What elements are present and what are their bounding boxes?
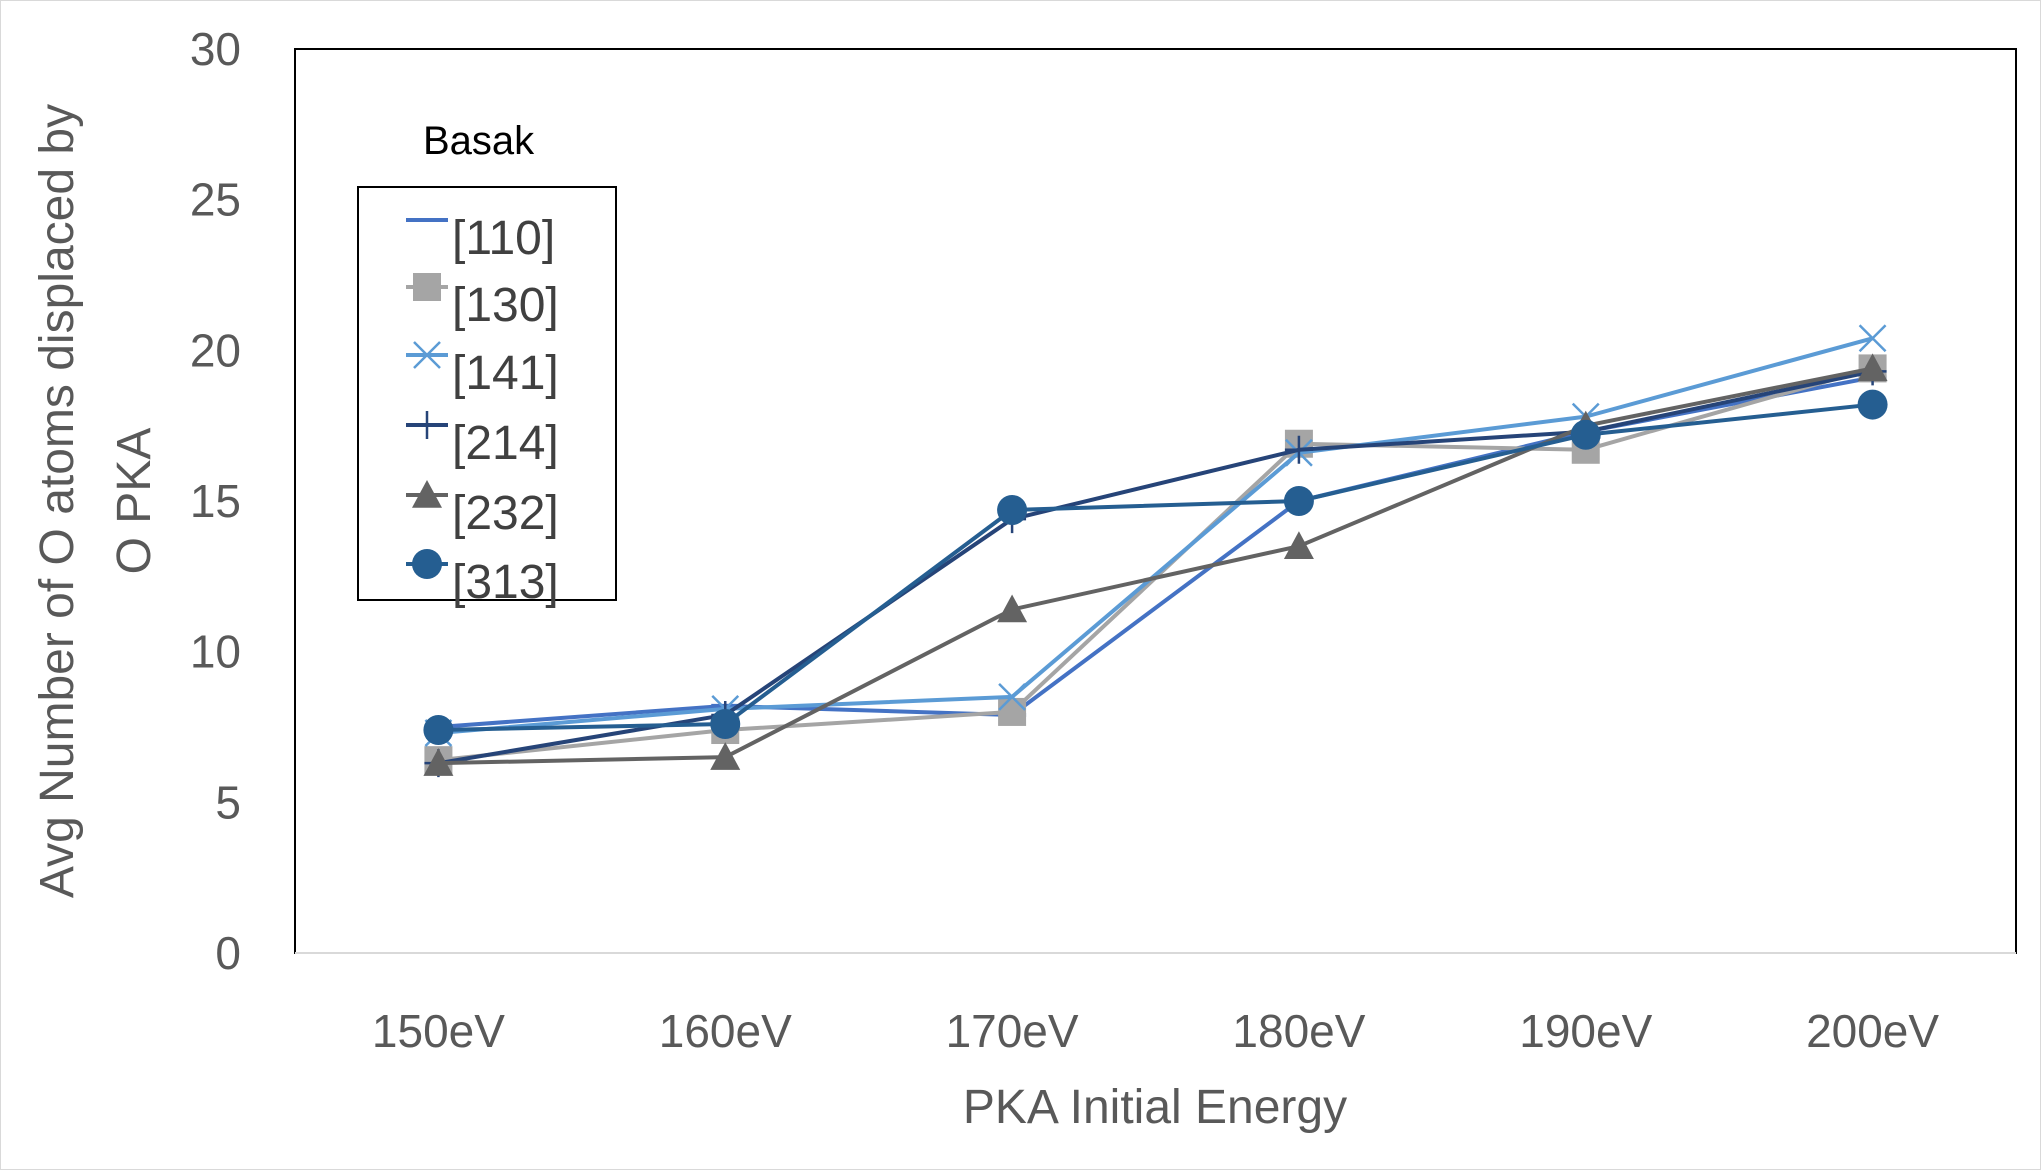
legend-label: [141] <box>452 347 559 400</box>
legend-item: [130] <box>406 273 559 332</box>
series-232 <box>423 353 1888 776</box>
x-tick-label: 200eV <box>1806 1005 1939 1057</box>
y-tick-label: 10 <box>190 626 241 678</box>
legend: [110] [130] [141] [214] [232] [313] <box>406 212 559 609</box>
data-point-marker <box>423 715 454 746</box>
y-tick-label: 0 <box>215 927 241 979</box>
x-tick-label: 160eV <box>659 1005 792 1057</box>
legend-marker <box>413 341 441 369</box>
data-point-marker <box>998 682 1026 711</box>
legend-label: [232] <box>452 487 559 540</box>
legend-label: [313] <box>452 556 559 609</box>
legend-label: [214] <box>452 417 559 470</box>
y-tick-label: 15 <box>190 475 241 527</box>
y-tick-label: 25 <box>190 174 241 226</box>
y-tick-label: 20 <box>190 324 241 376</box>
legend-marker <box>413 411 441 439</box>
data-point-marker <box>1283 486 1314 516</box>
data-point-marker <box>1570 419 1601 450</box>
data-point-marker <box>997 495 1028 526</box>
data-point-marker <box>710 708 741 739</box>
y-axis-title-line-2: O PKA <box>108 428 161 575</box>
y-tick-label: 5 <box>215 776 241 828</box>
x-tick-label: 180eV <box>1232 1005 1365 1057</box>
legend-label: [130] <box>452 279 559 332</box>
series-line <box>438 336 1874 736</box>
series-line <box>438 366 1873 766</box>
data-point-marker <box>1858 324 1887 353</box>
series-110 <box>424 375 1887 729</box>
data-point-marker <box>1283 531 1314 559</box>
x-axis-tick-labels: 150eV 160eV 170eV 180eV 190eV 200eV <box>372 1005 1939 1057</box>
y-tick-label: 30 <box>190 23 241 75</box>
x-tick-label: 170eV <box>946 1005 1079 1057</box>
legend-marker <box>412 549 442 579</box>
legend-title: Basak <box>423 119 535 163</box>
y-axis-tick-labels: 0 5 10 15 20 25 30 <box>190 23 241 979</box>
data-point-marker <box>998 697 1027 726</box>
data-point-marker <box>997 594 1028 623</box>
y-axis-title: Avg Number of O atoms displaced by O PKA <box>31 104 161 898</box>
data-point-marker <box>710 742 741 770</box>
x-tick-label: 190eV <box>1519 1005 1652 1057</box>
x-axis-title: PKA Initial Energy <box>963 1081 1347 1134</box>
legend-item: [214] <box>406 411 559 470</box>
legend-marker <box>413 273 441 301</box>
data-point-marker <box>1857 389 1888 420</box>
legend-label: [110] <box>452 212 555 265</box>
series-313 <box>423 389 1888 746</box>
data-point-marker <box>1857 353 1888 382</box>
series-line <box>438 369 1873 766</box>
data-point-marker <box>423 748 454 776</box>
legend-item: [110] <box>406 212 555 265</box>
legend-box <box>357 186 617 601</box>
x-tick-label: 150eV <box>372 1005 505 1057</box>
legend-item: [141] <box>406 341 559 400</box>
series-line <box>438 402 1873 733</box>
series-141 <box>424 324 1887 747</box>
legend-item: [313] <box>406 549 559 609</box>
legend-marker <box>412 480 442 508</box>
series-layer <box>423 324 1888 778</box>
data-point-marker <box>1284 435 1313 464</box>
y-axis-title-line-1: Avg Number of O atoms displaced by <box>31 104 84 898</box>
legend-item: [232] <box>406 480 559 540</box>
